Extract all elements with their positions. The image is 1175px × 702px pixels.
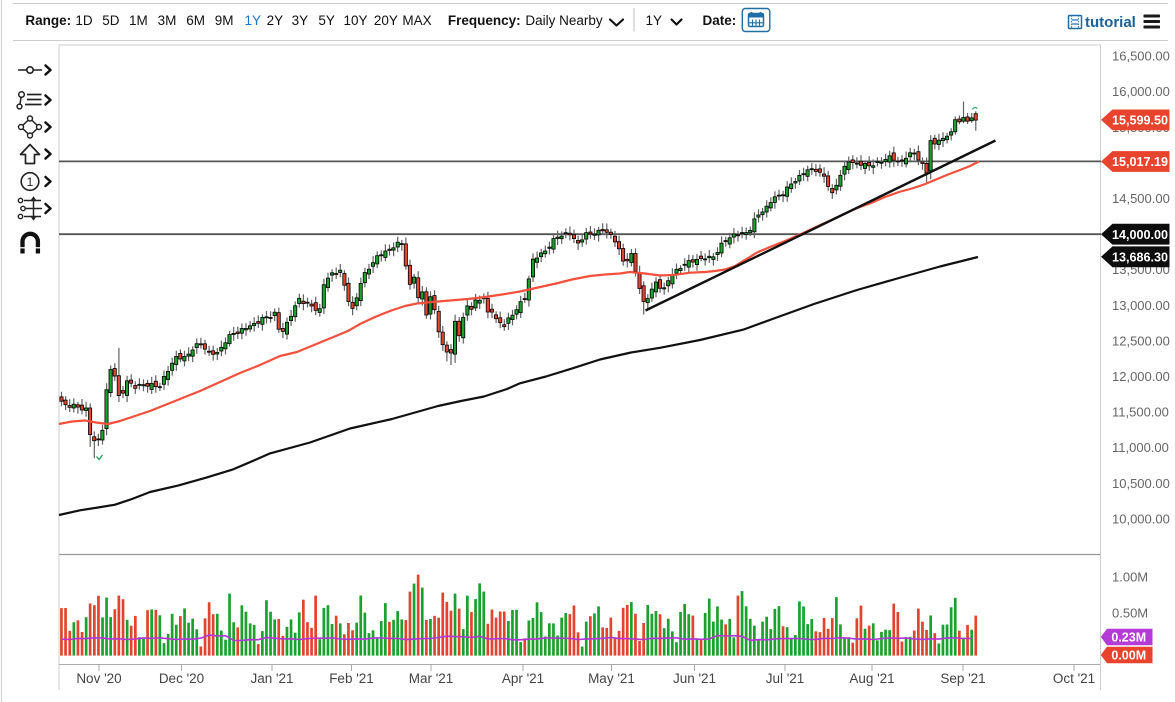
svg-text:Mar '21: Mar '21 <box>409 671 454 686</box>
svg-text:Nov '20: Nov '20 <box>76 671 121 686</box>
svg-text:Jan '21: Jan '21 <box>250 671 293 686</box>
svg-text:Dec '20: Dec '20 <box>159 671 204 686</box>
svg-text:Aug '21: Aug '21 <box>849 671 894 686</box>
svg-text:14,000.00: 14,000.00 <box>1112 228 1168 242</box>
svg-text:14,500.00: 14,500.00 <box>1112 191 1170 206</box>
svg-text:Jun '21: Jun '21 <box>673 671 716 686</box>
svg-text:12,000.00: 12,000.00 <box>1112 369 1170 384</box>
svg-text:Sep '21: Sep '21 <box>940 671 985 686</box>
svg-text:15,599.50: 15,599.50 <box>1112 114 1168 128</box>
svg-text:Apr '21: Apr '21 <box>502 671 544 686</box>
svg-text:13,000.00: 13,000.00 <box>1112 298 1170 313</box>
svg-text:13,686.30: 13,686.30 <box>1112 250 1168 264</box>
svg-text:May '21: May '21 <box>588 671 635 686</box>
svg-text:11,500.00: 11,500.00 <box>1112 405 1169 420</box>
svg-text:1: 1 <box>27 175 34 189</box>
svg-text:10,000.00: 10,000.00 <box>1112 511 1170 526</box>
svg-text:1.00M: 1.00M <box>1112 570 1148 585</box>
svg-text:0.50M: 0.50M <box>1112 606 1148 621</box>
svg-text:0.23M: 0.23M <box>1111 630 1146 644</box>
svg-text:Jul '21: Jul '21 <box>766 671 805 686</box>
svg-text:Oct '21: Oct '21 <box>1053 671 1095 686</box>
svg-text:16,000.00: 16,000.00 <box>1112 84 1170 99</box>
svg-text:15,017.19: 15,017.19 <box>1112 155 1168 169</box>
svg-text:10,500.00: 10,500.00 <box>1112 476 1170 491</box>
svg-text:Feb '21: Feb '21 <box>329 671 374 686</box>
svg-text:12,500.00: 12,500.00 <box>1112 333 1170 348</box>
svg-text:0.00M: 0.00M <box>1111 648 1146 662</box>
svg-text:16,500.00: 16,500.00 <box>1112 49 1170 64</box>
svg-text:11,000.00: 11,000.00 <box>1112 440 1169 455</box>
